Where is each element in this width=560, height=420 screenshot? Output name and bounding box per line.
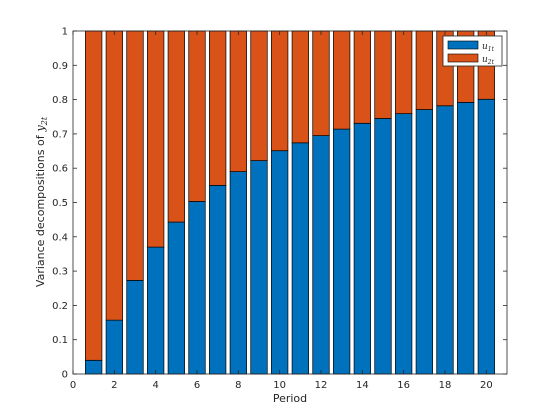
bar-u1t-period-1 — [85, 359, 103, 375]
bar-u1t-period-16 — [395, 113, 413, 375]
legend-label-u1t-sub: 1t — [488, 46, 495, 53]
x-tick-label: 6 — [194, 380, 200, 391]
bar-u2t-period-8 — [229, 30, 247, 172]
bar-u1t-period-5 — [167, 221, 185, 375]
bar-u2t-period-16 — [395, 30, 413, 115]
bar-u1t-period-10 — [271, 150, 289, 375]
bar-u1t-period-11 — [291, 142, 309, 375]
y-tick-label: 0.4 — [52, 232, 68, 243]
y-tick-label: 1 — [62, 27, 68, 38]
x-tick-label: 4 — [152, 380, 158, 391]
bar-u2t-period-5 — [167, 30, 185, 223]
y-tick-label: 0.9 — [52, 61, 68, 72]
bar-u1t-period-4 — [147, 246, 165, 375]
bar-u1t-period-14 — [353, 122, 371, 375]
bar-u2t-period-1 — [85, 30, 103, 361]
y-tick-label: 0.3 — [52, 267, 68, 278]
bar-u1t-period-13 — [333, 128, 351, 375]
x-axis-label: Period — [273, 392, 307, 405]
y-tick-label: 0.2 — [52, 301, 68, 312]
x-tick-label: 12 — [315, 380, 328, 391]
legend: u1t u2t — [442, 35, 503, 67]
legend-label-u2t-sub: 2t — [487, 59, 495, 66]
bar-u2t-period-6 — [188, 30, 206, 202]
y-tick-label: 0.5 — [52, 198, 68, 209]
bar-u2t-period-10 — [271, 30, 289, 152]
bar-u2t-period-2 — [105, 30, 123, 321]
bar-u1t-period-19 — [457, 101, 475, 375]
y-axis-label-sub: 2t — [40, 116, 49, 126]
bar-u1t-period-15 — [374, 118, 392, 375]
x-tick-label: 20 — [480, 380, 493, 391]
x-tick-label: 10 — [273, 380, 286, 391]
legend-swatch-u1t — [447, 40, 479, 50]
bar-u1t-period-6 — [188, 201, 206, 375]
bar-u1t-period-12 — [312, 135, 330, 375]
y-tick-label: 0.8 — [52, 95, 68, 106]
bar-u2t-period-4 — [147, 30, 165, 248]
bar-u2t-period-3 — [126, 30, 144, 281]
y-tick-label: 0.1 — [52, 335, 68, 346]
ticks-group: 0 2 4 6 8 10 12 14 16 18 20 0 0.1 0.2 0.3 0.4 0.5 0.6 0.7 0… — [52, 27, 507, 391]
bar-u1t-period-3 — [126, 280, 144, 375]
plot-area — [73, 31, 507, 374]
bar-u2t-period-11 — [291, 30, 309, 144]
y-tick-label: 0.6 — [52, 164, 68, 175]
x-tick-label: 16 — [397, 380, 410, 391]
y-tick-label: 0.7 — [52, 129, 68, 140]
bars-group — [85, 30, 495, 375]
bar-u2t-period-12 — [312, 30, 330, 136]
bar-u1t-period-8 — [229, 171, 247, 375]
bar-u1t-period-18 — [436, 105, 454, 375]
bar-u2t-period-7 — [209, 30, 227, 186]
legend-label-u2t: u2t — [482, 55, 495, 66]
legend-label-u2t-main: u — [482, 55, 488, 65]
bar-u1t-period-20 — [477, 98, 495, 375]
y-axis-label-math: y — [34, 124, 47, 132]
x-tick-label: 8 — [235, 380, 241, 391]
legend-swatch-u2t — [447, 53, 479, 63]
y-axis-label-text: Variance decompositions of — [34, 134, 47, 287]
bar-u1t-period-9 — [250, 160, 268, 375]
legend-label-u1t-main: u — [482, 42, 488, 52]
bar-u2t-period-15 — [374, 30, 392, 119]
x-tick-label: 14 — [356, 380, 369, 391]
bar-u2t-period-17 — [415, 30, 433, 110]
bar-u2t-period-14 — [353, 30, 371, 124]
x-tick-label: 0 — [70, 380, 76, 391]
y-axis-label: Variance decompositions of y2t — [34, 116, 49, 287]
bar-u1t-period-17 — [415, 109, 433, 375]
bar-u1t-period-7 — [209, 185, 227, 375]
legend-label-u1t: u1t — [482, 42, 495, 53]
y-tick-label: 0 — [62, 370, 68, 381]
x-tick-label: 2 — [111, 380, 117, 391]
x-tick-label: 18 — [439, 380, 452, 391]
bar-u2t-period-9 — [250, 30, 268, 161]
bar-u2t-period-13 — [333, 30, 351, 130]
bar-u1t-period-2 — [105, 319, 123, 375]
